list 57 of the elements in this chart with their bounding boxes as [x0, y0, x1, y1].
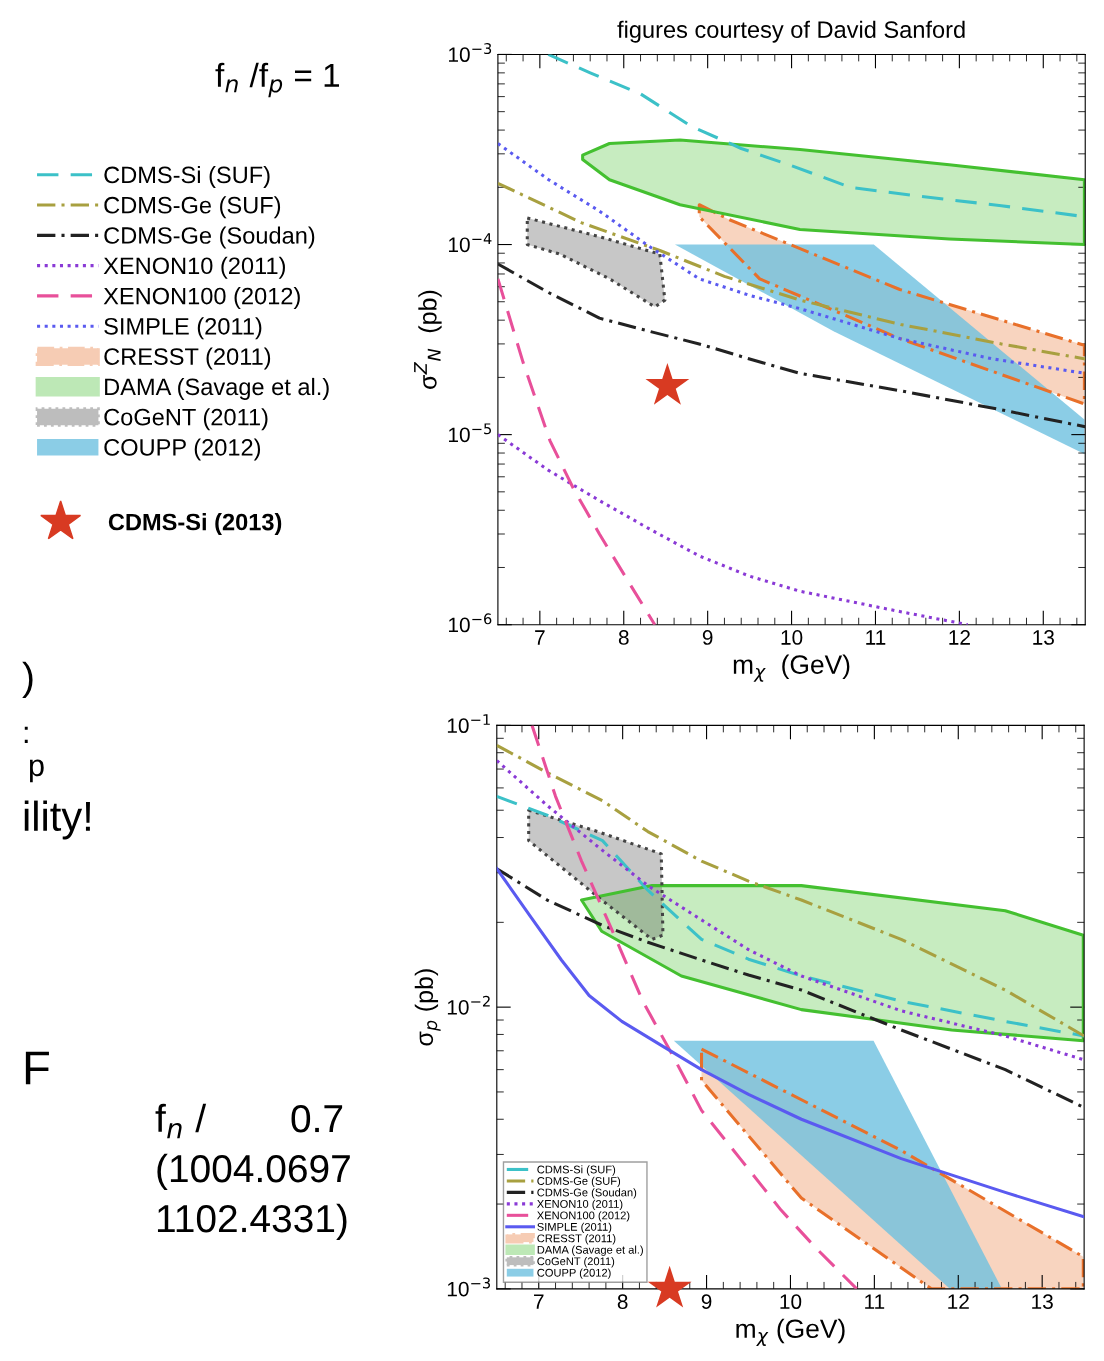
legend-label: CDMS-Ge (SUF) [104, 196, 281, 219]
y-axis-title: σ$^{Z}$$_{N}$ (pb) [414, 290, 442, 389]
x-tick-label: 13 [1033, 630, 1054, 645]
legend-label: CRESST (2011) [537, 1234, 616, 1245]
legend-label: CRESST (2011) [104, 347, 271, 370]
legend-label: XENON100 (2012) [537, 1211, 630, 1222]
x-axis-title: m$_{χ}$ (GeV) [736, 1318, 845, 1347]
text: : [24, 726, 28, 743]
legend-label: CoGeNT (2011) [104, 408, 268, 431]
text: f$_{n}$ / [155, 1103, 207, 1139]
legend-label: SIMPLE (2011) [104, 317, 262, 340]
text: ) [22, 661, 33, 699]
legend-label: DAMA (Savage et al.) [105, 377, 329, 400]
x-tick-label: 10 [780, 1294, 802, 1310]
x-tick-label: 11 [866, 630, 886, 645]
legend-label: DAMA (Savage et al.) [537, 1245, 643, 1256]
legend-label: COUPP (2012) [104, 438, 261, 461]
chart-title: figures courtesy of David Sanford [617, 20, 965, 43]
text: (1004.0697 [157, 1153, 350, 1191]
y-tick-label: 10$^{−3}$ [447, 1277, 491, 1297]
text: 0.7 [291, 1104, 343, 1133]
x-tick-label: 11 [865, 1294, 885, 1309]
text: F [25, 1051, 49, 1085]
x-tick-label: 8 [618, 630, 629, 645]
x-tick-label: 9 [701, 1294, 712, 1310]
x-tick-label: 7 [535, 630, 545, 645]
text: ility! [24, 800, 90, 840]
y-tick-label: 10$^{−5}$ [449, 423, 492, 443]
legend-label: CDMS-Ge (Soudan) [537, 1188, 637, 1199]
x-tick-label: 8 [617, 1294, 628, 1310]
legend-label: COUPP (2012) [537, 1268, 611, 1279]
text: f$_{n}$ /f$_{p}$ = 1 [215, 62, 339, 98]
x-tick-label: 9 [702, 630, 713, 645]
legend-label: XENON10 (2011) [537, 1199, 623, 1211]
x-tick-label: 13 [1032, 1294, 1053, 1310]
legend-label: CDMS-Si (SUF) [537, 1165, 616, 1176]
legend-label: CDMS-Si (2013) [108, 513, 282, 536]
x-axis-title: m$_{χ}$ (GeV) [733, 654, 850, 682]
text: p [29, 759, 44, 783]
x-tick-label: 7 [534, 1294, 544, 1309]
y-tick-label: 10$^{−4}$ [449, 233, 492, 253]
legend-label: CDMS-Ge (SUF) [537, 1176, 621, 1188]
legend-label: CDMS-Ge (Soudan) [104, 226, 315, 249]
y-tick-label: 10$^{−2}$ [447, 995, 490, 1015]
text: 1102.4331) [157, 1203, 347, 1241]
y-axis-title: σ$_{p}$ (pb) [414, 969, 441, 1046]
legend-label: CoGeNT (2011) [537, 1257, 615, 1268]
legend-label: SIMPLE (2011) [537, 1222, 612, 1233]
x-tick-label: 12 [948, 1294, 969, 1309]
y-tick-label: 10$^{−1}$ [447, 714, 490, 734]
x-tick-label: 12 [949, 630, 970, 645]
legend-label: XENON100 (2012) [103, 287, 300, 310]
legend-label: CDMS-Si (SUF) [104, 165, 270, 188]
y-tick-label: 10$^{−3}$ [449, 43, 492, 63]
x-tick-label: 10 [781, 630, 803, 645]
y-tick-label: 10$^{−6}$ [449, 613, 492, 633]
legend-label: XENON10 (2011) [103, 256, 285, 279]
